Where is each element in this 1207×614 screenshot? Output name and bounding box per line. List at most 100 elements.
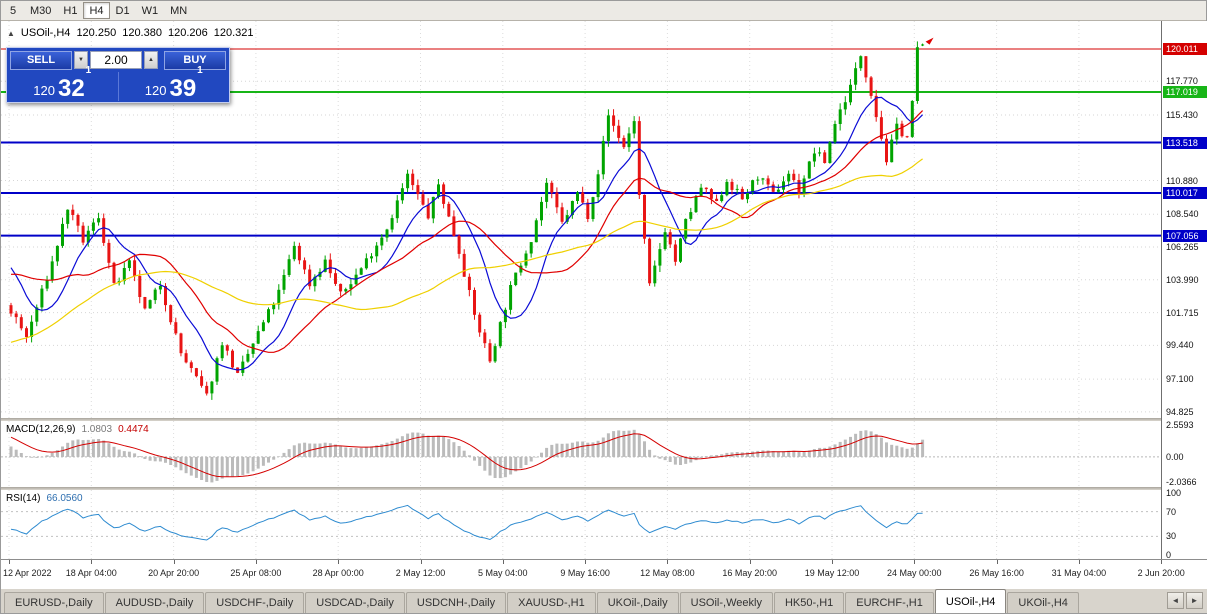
macd-bar (792, 450, 796, 457)
candle-body (653, 265, 657, 284)
timeframe-mn-button[interactable]: MN (170, 4, 188, 17)
candle-body (895, 123, 899, 140)
timeframe-d1-button[interactable]: D1 (115, 4, 130, 17)
macd-bar (400, 436, 404, 457)
macd-bar (215, 456, 219, 481)
macd-signal-value: 0.4474 (118, 424, 149, 435)
candle-body (503, 309, 507, 323)
candle-body (467, 276, 471, 290)
chart-tab-ukoildaily[interactable]: UKOil-,Daily (596, 592, 679, 613)
chart-tab-usdchfdaily[interactable]: USDCHF-,Daily (205, 592, 305, 613)
axis-price-label: 108.540 (1166, 209, 1199, 220)
chart-tab-xauusdh1[interactable]: XAUUSD-,H1 (507, 592, 596, 613)
timeframe-m30-button[interactable]: M30 (30, 4, 52, 17)
macd-bar (627, 430, 631, 457)
chart-tab-eurusddaily[interactable]: EURUSD-,Daily (4, 592, 104, 613)
macd-bar (328, 443, 332, 457)
candle-body (818, 152, 822, 154)
macd-bar (375, 445, 379, 457)
chart-tab-usoilh4[interactable]: USOil-,H4 (934, 589, 1007, 613)
pane-separator[interactable] (1, 487, 1207, 490)
chart-tab-hk50h1[interactable]: HK50-,H1 (773, 592, 845, 613)
buy-button[interactable]: BUY (164, 50, 226, 70)
candle-body (704, 187, 708, 190)
macd-bar (838, 441, 842, 457)
candle-body (127, 260, 131, 268)
candle-body (122, 268, 126, 282)
macd-bar (849, 436, 852, 457)
macd-bar (771, 451, 775, 457)
candle-body (550, 182, 554, 193)
ma-10-line (10, 96, 924, 371)
time-axis-label: 19 May 12:00 (804, 568, 860, 578)
macd-bar (833, 444, 837, 457)
time-axis[interactable]: 12 Apr 2022 18 Apr 04:00 20 Apr 20:00 25 Ap… (1, 559, 1207, 589)
candle-body (292, 245, 296, 260)
volume-input[interactable] (90, 51, 142, 69)
time-tick (91, 560, 93, 564)
chart-tab-usoilweekly[interactable]: USOil-,Weekly (679, 592, 773, 613)
macd-bar (874, 434, 878, 457)
candle-body (282, 275, 286, 290)
macd-bar (519, 456, 523, 469)
candle-body (457, 235, 461, 254)
macd-bar (241, 456, 245, 476)
timeframe-h4-button[interactable]: H4 (83, 2, 110, 19)
time-tick (420, 560, 422, 564)
one-click-collapse-icon[interactable]: ▲ (7, 28, 15, 38)
macd-bar (751, 451, 755, 457)
candle-body (684, 218, 688, 239)
macd-bar (334, 444, 337, 457)
rsi-pane[interactable]: RSI(14) 66.0560 (1, 490, 1161, 559)
chart-tab-usdcnhdaily[interactable]: USDCNH-,Daily (405, 592, 507, 613)
sell-button[interactable]: SELL (10, 50, 72, 70)
macd-bar (318, 443, 322, 457)
tab-scroll-right-button[interactable]: ► (1186, 592, 1203, 609)
macd-bar (756, 450, 760, 457)
timeframe-5-button[interactable]: 5 (9, 4, 17, 17)
candle-body (828, 142, 832, 163)
price-chart-canvas[interactable] (1, 21, 1161, 418)
timeframe-h1-button[interactable]: H1 (63, 4, 78, 17)
macd-bar (488, 456, 492, 476)
chart-tab-ukoilh4[interactable]: UKOil-,H4 (1007, 592, 1079, 613)
macd-bar (148, 456, 152, 461)
time-tick (667, 560, 669, 564)
candle-body (241, 361, 245, 373)
sell-price-display[interactable]: 120 32 1 (7, 66, 119, 101)
time-axis-label: 18 Apr 04:00 (65, 568, 117, 578)
candle-body (735, 188, 739, 190)
pane-separator[interactable] (1, 418, 1207, 421)
chart-tab-usdcaddaily[interactable]: USDCAD-,Daily (305, 592, 405, 613)
price-chart-pane[interactable]: ▲ USOil-,H4 120.250 120.380 120.206 120.… (1, 21, 1161, 418)
price-level-badge: 117.019 (1163, 86, 1207, 99)
time-tick (173, 560, 175, 564)
chart-tab-audusddaily[interactable]: AUDUSD-,Daily (104, 592, 205, 613)
time-tick (338, 560, 340, 564)
buy-price-display[interactable]: 120 39 1 (119, 66, 230, 101)
macd-pane[interactable]: MACD(12,26,9) 1.0803 0.4474 (1, 421, 1161, 487)
timeframe-w1-button[interactable]: W1 (141, 4, 159, 17)
candle-body (869, 77, 873, 96)
tab-scroll-left-button[interactable]: ◄ (1167, 592, 1184, 609)
candle-body (148, 300, 152, 309)
price-arrow-marker (925, 37, 934, 45)
price-axis[interactable]: 117.770 115.430 110.880 108.540 106.265 103.9… (1161, 21, 1207, 560)
volume-decrease-button[interactable]: ▼ (74, 51, 88, 69)
macd-bar (287, 449, 291, 457)
macd-bar (45, 455, 49, 457)
volume-increase-button[interactable]: ▲ (144, 51, 158, 69)
candle-body (668, 232, 672, 245)
candle-body (787, 173, 791, 182)
candle-body (493, 346, 497, 362)
chart-tab-eurchfh1[interactable]: EURCHF-,H1 (845, 592, 934, 613)
candle-body (364, 258, 368, 269)
macd-bar (133, 453, 137, 457)
macd-bar (632, 429, 636, 457)
time-axis-label: 16 May 20:00 (722, 568, 777, 578)
candles-layer (9, 41, 925, 400)
axis-price-label: 103.990 (1166, 274, 1199, 285)
macd-bar (442, 437, 446, 457)
ma-50-line (10, 158, 923, 343)
candle-body (890, 139, 894, 163)
